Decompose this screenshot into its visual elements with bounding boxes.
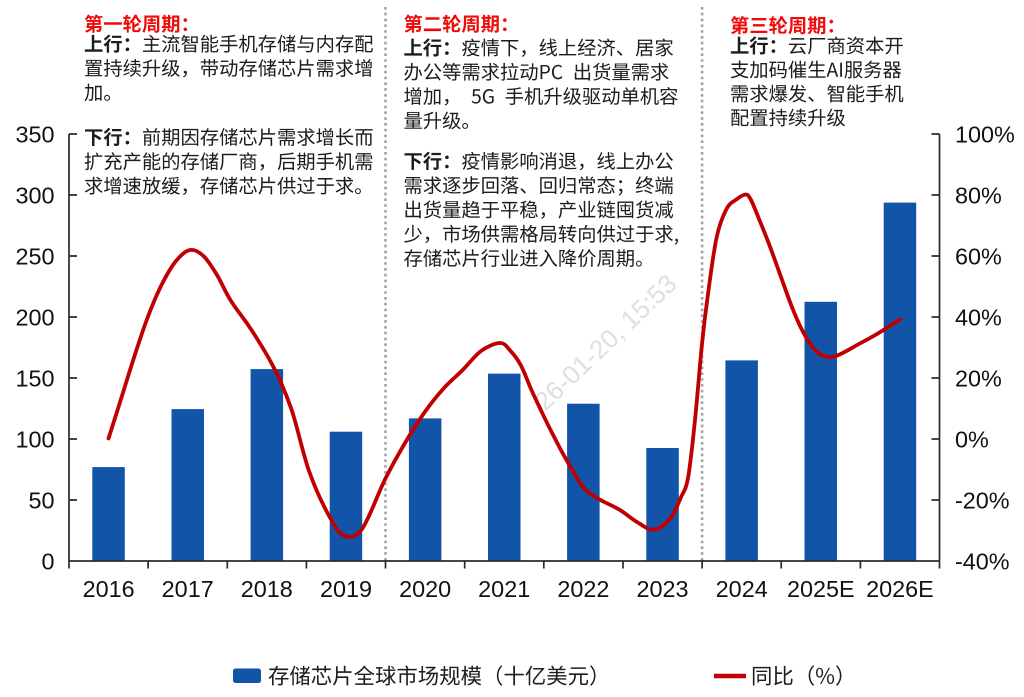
svg-text:0: 0 <box>41 548 54 574</box>
svg-text:80%: 80% <box>955 182 1002 208</box>
svg-text:2022: 2022 <box>557 576 609 602</box>
svg-text:100: 100 <box>15 426 54 452</box>
svg-text:2021: 2021 <box>478 576 530 602</box>
svg-text:-40%: -40% <box>955 548 1010 574</box>
svg-text:2017: 2017 <box>162 576 214 602</box>
svg-text:300: 300 <box>15 182 54 208</box>
svg-text:2018: 2018 <box>241 576 293 602</box>
svg-text:0%: 0% <box>955 426 989 452</box>
svg-text:2020: 2020 <box>399 576 451 602</box>
svg-text:2019: 2019 <box>320 576 372 602</box>
svg-text:2023: 2023 <box>636 576 688 602</box>
svg-text:2024: 2024 <box>716 576 768 602</box>
svg-text:2025E: 2025E <box>787 576 855 602</box>
svg-text:350: 350 <box>15 121 54 147</box>
svg-text:50: 50 <box>28 487 54 513</box>
svg-text:2026E: 2026E <box>866 576 934 602</box>
svg-text:-20%: -20% <box>955 487 1010 513</box>
svg-text:20%: 20% <box>955 365 1002 391</box>
svg-text:100%: 100% <box>955 121 1015 147</box>
svg-text:250: 250 <box>15 243 54 269</box>
svg-text:200: 200 <box>15 304 54 330</box>
svg-text:150: 150 <box>15 365 54 391</box>
svg-text:40%: 40% <box>955 304 1002 330</box>
svg-text:60%: 60% <box>955 243 1002 269</box>
svg-text:2016: 2016 <box>83 576 135 602</box>
